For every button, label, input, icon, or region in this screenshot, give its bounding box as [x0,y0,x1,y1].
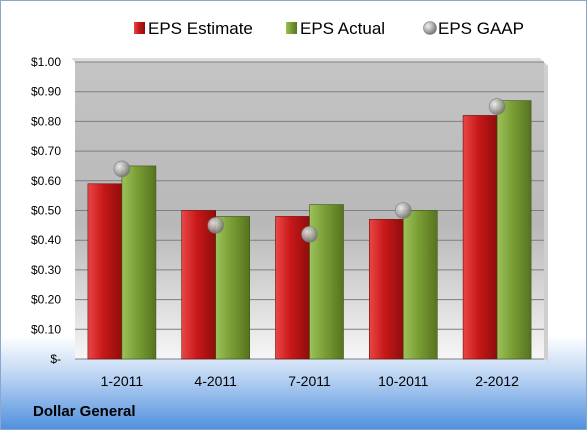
legend-swatch-eps-estimate [134,22,145,34]
x-tick-label: 1-2011 [101,373,144,389]
bar-eps-actual [496,100,532,360]
x-tick-label: 2-2012 [475,373,519,389]
legend: EPS Estimate EPS Actual EPS GAAP [134,19,524,38]
legend-label-eps-gaap: EPS GAAP [438,19,524,38]
y-tick-label: $0.40 [31,233,61,247]
y-tick-label: $0.70 [31,144,61,158]
legend-swatch-eps-actual [286,22,297,34]
marker-eps-gaap [207,217,224,234]
bar-eps-estimate [181,210,216,360]
bar-eps-actual [215,216,250,360]
y-tick-label: $0.20 [31,293,61,307]
marker-eps-gaap [113,160,131,178]
marker-eps-gaap [394,202,412,219]
legend-label-eps-actual: EPS Actual [300,19,385,38]
marker-eps-gaap [301,225,318,243]
y-tick-label: $0.30 [31,263,61,277]
marker-eps-gaap [488,98,506,115]
y-tick-label: $0.60 [31,174,61,188]
legend-swatch-eps-gaap [423,21,437,35]
company-name: Dollar General [33,403,136,420]
y-tick-label: $1.00 [31,55,61,69]
plot-side-wall [544,62,548,361]
bar-eps-actual [402,210,438,360]
legend-label-eps-estimate: EPS Estimate [148,19,253,38]
y-tick-label: $0.80 [31,114,61,128]
plot-area: $- $0.10 $0.20 $0.30 $0.40 $0.50 $0.60 $0.70 $0.… [31,55,548,389]
y-tick-label: $0.10 [31,322,61,336]
y-tick-label: $0.90 [31,85,61,99]
bar-eps-estimate [87,183,123,360]
plot-back-wall-top [71,58,544,62]
x-tick-label: 10-2011 [378,373,429,389]
x-tick-label: 4-2011 [194,373,237,389]
x-tick-label: 7-2011 [288,373,331,389]
bar-eps-estimate [368,219,404,360]
bar-eps-actual [121,165,157,360]
y-tick-label: $0.50 [31,204,61,218]
y-tick-label: $- [50,352,61,366]
bar-eps-estimate [462,115,498,360]
